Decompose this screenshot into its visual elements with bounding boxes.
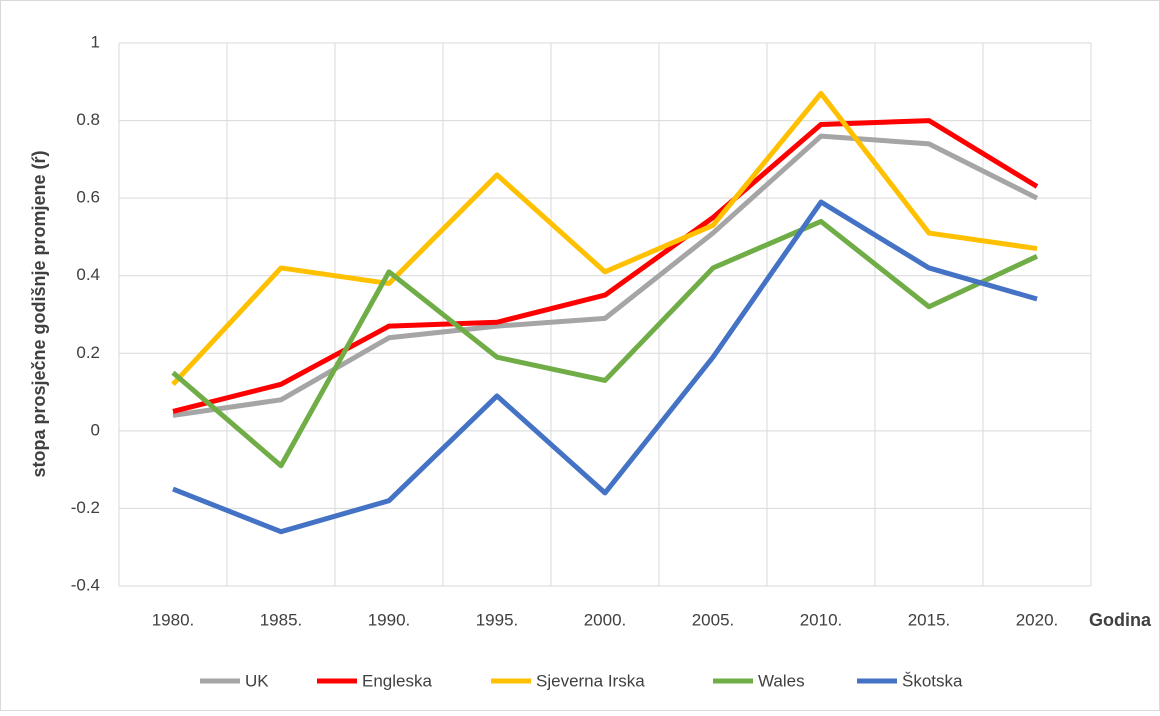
y-tick-label: -0.4 (71, 575, 100, 594)
y-tick-label: 1 (91, 32, 100, 51)
x-tick-label: 2020. (1016, 610, 1059, 629)
y-axis-label: stopa prosječne godišnje promjene (ŕ) (29, 150, 49, 477)
data-line (172, 133, 1039, 418)
x-tick-label: 2010. (800, 610, 843, 629)
x-axis-label: Godina (1089, 610, 1152, 630)
x-tick-label: 2015. (908, 610, 951, 629)
y-tick-label: 0.8 (76, 110, 100, 129)
x-tick-label: 1980. (152, 610, 195, 629)
x-tick-label: 2005. (692, 610, 735, 629)
legend-label: UK (245, 671, 269, 690)
data-line (172, 118, 1039, 414)
y-tick-label: -0.2 (71, 498, 100, 517)
legend-label: Sjeverna Irska (536, 671, 645, 690)
y-tick-label: 0.6 (76, 188, 100, 207)
x-tick-label: 1995. (476, 610, 519, 629)
legend-label: Škotska (902, 671, 963, 690)
legend-label: Wales (758, 671, 805, 690)
x-tick-label: 2000. (584, 610, 627, 629)
data-line (172, 199, 1038, 535)
y-tick-label: 0.4 (76, 265, 100, 284)
data-line (171, 218, 1039, 469)
x-tick-label: 1990. (368, 610, 411, 629)
data-line (171, 90, 1038, 387)
x-tick-label: 1985. (260, 610, 303, 629)
y-tick-label: 0 (91, 420, 100, 439)
y-tick-label: 0.2 (76, 343, 100, 362)
legend-label: Engleska (362, 671, 432, 690)
